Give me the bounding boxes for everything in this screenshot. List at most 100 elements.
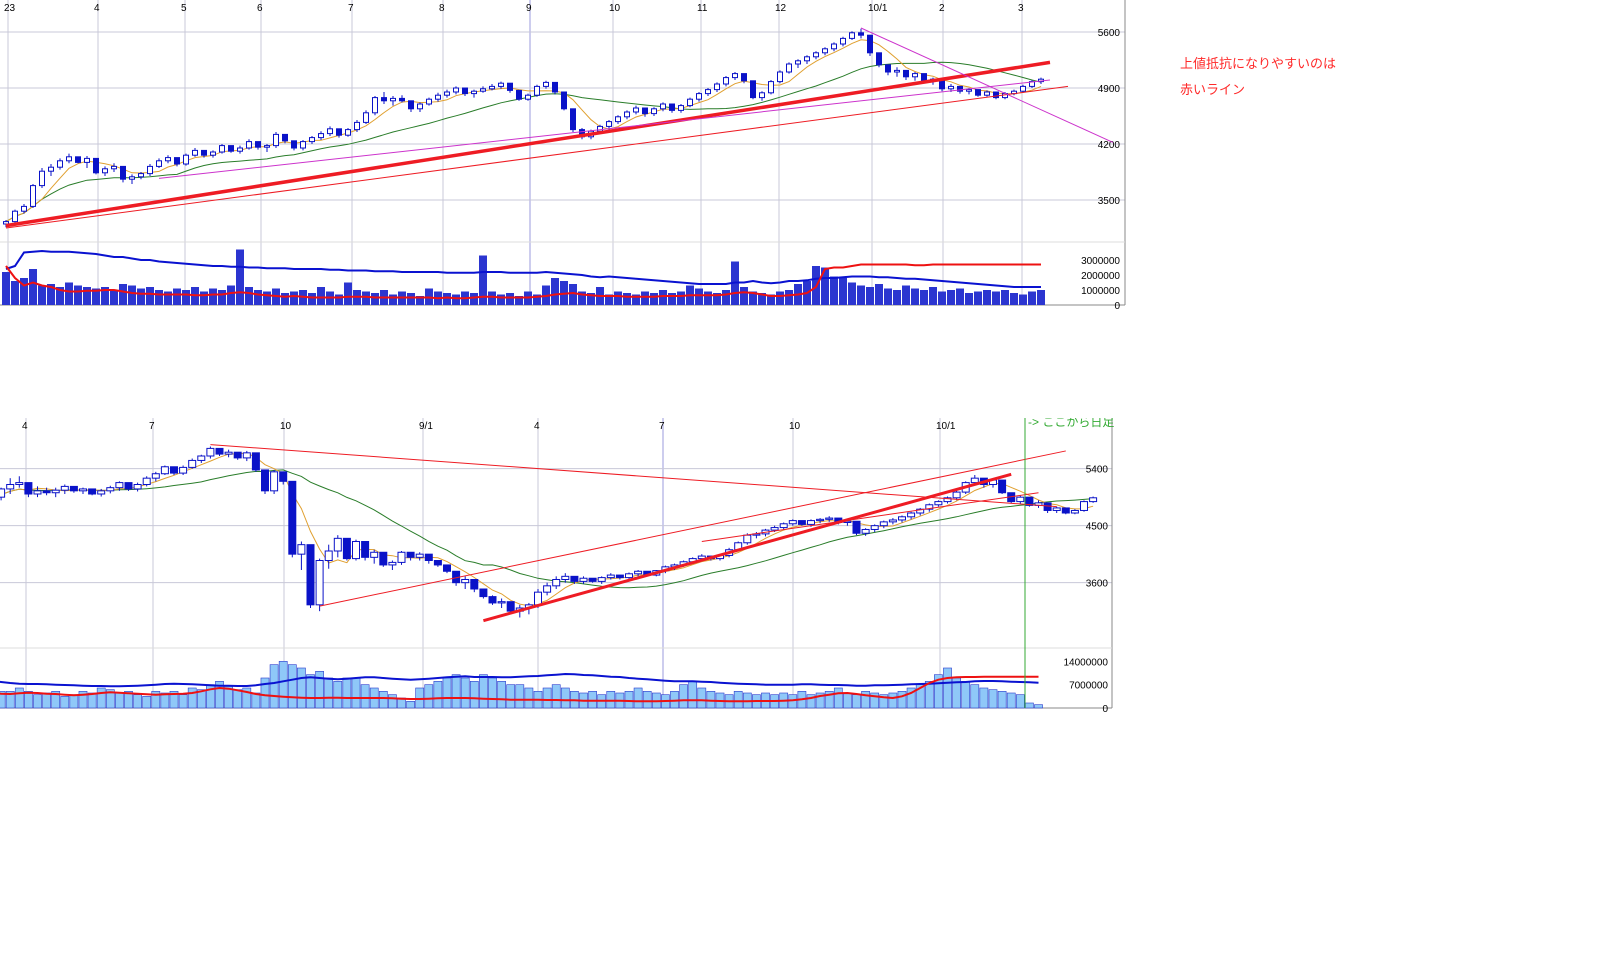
candle-body-down bbox=[251, 452, 260, 471]
candle-body-up bbox=[315, 560, 324, 606]
volume-bar bbox=[196, 689, 206, 709]
x-tick-label: 12 bbox=[775, 3, 787, 14]
candle-body-down bbox=[1025, 496, 1034, 506]
volume-bar bbox=[943, 667, 952, 709]
candle-body-up bbox=[743, 534, 752, 544]
volume-bar bbox=[749, 291, 757, 305]
candle-body-up bbox=[372, 97, 378, 114]
candle bbox=[1025, 496, 1034, 507]
candle bbox=[279, 471, 288, 485]
candle bbox=[831, 42, 837, 52]
candle-body-up bbox=[138, 173, 144, 178]
candle bbox=[1089, 496, 1098, 503]
volume-bar bbox=[830, 276, 838, 305]
candle-body-down bbox=[88, 488, 97, 495]
candle-body-up bbox=[952, 491, 961, 499]
candle-body-up bbox=[849, 32, 855, 39]
candle-body-down bbox=[552, 81, 558, 93]
candle bbox=[984, 90, 990, 97]
volume-bar bbox=[227, 285, 235, 305]
candle-body-up bbox=[129, 176, 135, 180]
candle-body-up bbox=[133, 484, 142, 490]
candle-body-up bbox=[543, 81, 549, 87]
volume-bar bbox=[308, 293, 316, 305]
candle-body-up bbox=[1089, 497, 1098, 503]
volume-bar bbox=[857, 285, 865, 305]
candle bbox=[993, 91, 999, 100]
volume-bar bbox=[1015, 694, 1025, 709]
volume-bar bbox=[317, 287, 325, 305]
candle-body-down bbox=[279, 471, 288, 482]
volume-tick-label: 7000000 bbox=[1069, 681, 1108, 692]
candle bbox=[264, 144, 270, 152]
candle bbox=[48, 164, 54, 176]
candle-body-up bbox=[696, 93, 702, 100]
candle bbox=[417, 102, 423, 112]
y-tick-label: 5400 bbox=[1086, 465, 1109, 476]
candle bbox=[795, 59, 801, 68]
candle-body-up bbox=[30, 185, 36, 207]
plot-background bbox=[0, 0, 1125, 305]
x-tick-label: 4 bbox=[534, 421, 540, 432]
volume-bar bbox=[164, 291, 172, 305]
candle-body-up bbox=[777, 71, 783, 83]
candle-body-down bbox=[506, 601, 515, 612]
volume-bar bbox=[815, 692, 825, 709]
y-tick-label: 3600 bbox=[1086, 579, 1109, 590]
volume-bar bbox=[479, 255, 487, 305]
candle-body-down bbox=[561, 91, 567, 110]
candle bbox=[174, 157, 180, 167]
volume-bar bbox=[884, 288, 892, 305]
volume-bar bbox=[947, 290, 955, 305]
candle bbox=[779, 522, 788, 530]
y-tick-label: 4200 bbox=[1098, 140, 1121, 151]
candle-body-up bbox=[678, 105, 684, 111]
candle-body-down bbox=[75, 156, 81, 163]
candle bbox=[849, 31, 855, 40]
x-tick-label: 7 bbox=[659, 421, 665, 432]
volume-bar bbox=[371, 293, 379, 305]
candle bbox=[33, 486, 42, 498]
volume-bar bbox=[1001, 290, 1009, 305]
candle bbox=[424, 553, 433, 564]
candle bbox=[705, 88, 711, 96]
volume-bar bbox=[551, 278, 559, 305]
candle-body-up bbox=[1052, 507, 1061, 511]
volume-bar bbox=[254, 290, 262, 305]
volume-bar bbox=[263, 291, 271, 305]
volume-tick-label: 3000000 bbox=[1081, 256, 1120, 267]
candle-body-up bbox=[297, 544, 306, 555]
volume-bar bbox=[588, 691, 597, 709]
candle-body-down bbox=[993, 91, 999, 99]
candle bbox=[813, 51, 819, 60]
candle bbox=[79, 487, 87, 494]
candle-body-up bbox=[943, 497, 952, 503]
candle-body-up bbox=[625, 573, 633, 579]
volume-bar bbox=[929, 287, 937, 305]
candle bbox=[115, 481, 124, 491]
candle-body-down bbox=[852, 520, 861, 534]
volume-bar bbox=[965, 293, 973, 305]
x-tick-label: 10 bbox=[280, 421, 292, 432]
candle-body-up bbox=[660, 103, 666, 110]
candle bbox=[133, 482, 142, 492]
volume-bar bbox=[866, 287, 874, 305]
candle-body-up bbox=[651, 108, 657, 115]
candle-body-up bbox=[489, 85, 495, 90]
volume-bar bbox=[624, 691, 634, 709]
candle-body-up bbox=[183, 154, 189, 165]
candle-body-down bbox=[288, 480, 297, 555]
candle bbox=[470, 579, 479, 593]
candle bbox=[907, 511, 916, 520]
candle-body-up bbox=[525, 94, 531, 100]
candle-body-down bbox=[885, 64, 891, 73]
volume-bar bbox=[861, 691, 870, 709]
volume-bar bbox=[560, 687, 570, 709]
candle bbox=[270, 469, 279, 494]
candle-body-up bbox=[273, 133, 279, 147]
candle-body-up bbox=[12, 210, 18, 223]
candle bbox=[570, 108, 576, 132]
candle bbox=[642, 107, 648, 117]
volume-bar bbox=[488, 291, 496, 305]
candle bbox=[291, 140, 297, 151]
